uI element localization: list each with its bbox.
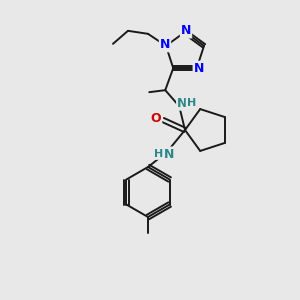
Text: O: O [151, 112, 161, 124]
Text: H: H [187, 98, 196, 108]
Text: N: N [181, 25, 191, 38]
Text: N: N [177, 97, 188, 110]
Text: N: N [194, 62, 204, 75]
Text: N: N [160, 38, 170, 51]
Text: H: H [154, 149, 164, 159]
Text: N: N [164, 148, 174, 160]
